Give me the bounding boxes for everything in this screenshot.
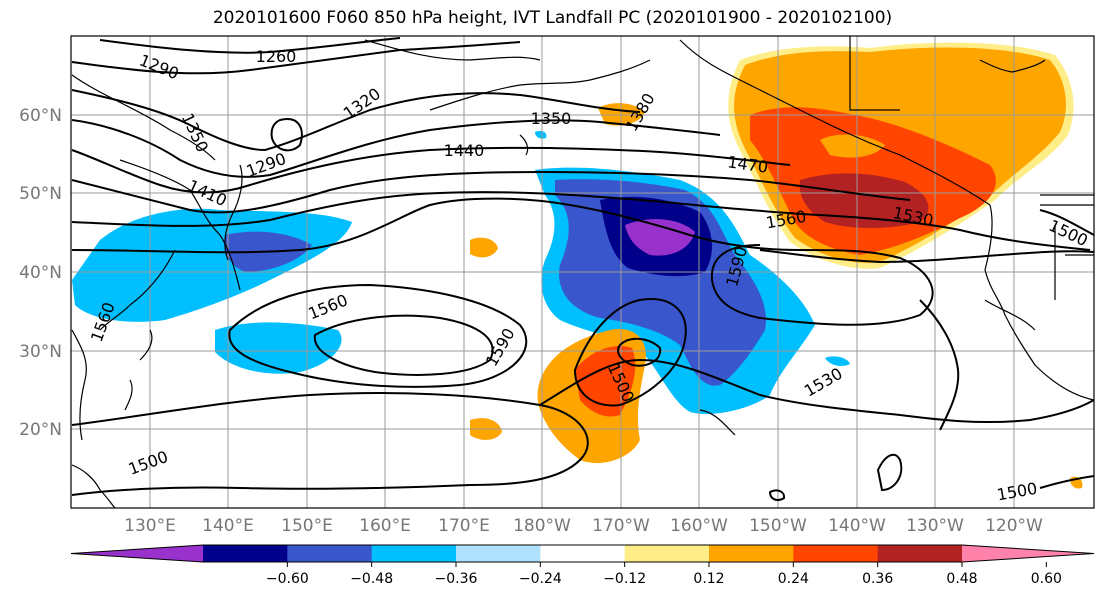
colorbar-outline [70,544,1095,563]
colorbar-tick-label: 0.24 [778,571,809,587]
colorbar-bin [203,545,288,562]
colorbar-extend-high [962,545,1094,562]
lon-label: 170°W [592,516,650,536]
lon-label: 120°W [985,516,1043,536]
colorbar-bin [793,545,879,562]
lat-label: 40°N [19,263,62,283]
height-contours [71,37,1094,501]
colorbar-bin [877,545,963,562]
colorbar-bin [624,545,710,562]
lon-label: 150°W [749,516,807,536]
colorbar-extend-low [71,545,203,562]
colorbar-bin [456,545,541,562]
ivt-negative-shading [72,130,850,415]
lon-label: 150°E [281,516,333,536]
coastlines [71,36,1094,508]
map-border [70,35,1095,509]
lon-label: 130°W [906,516,964,536]
colorbar-tick-label: −0.36 [435,571,478,587]
lon-label: 180°W [513,516,571,536]
colorbar: −0.60 −0.48 −0.36 −0.24 −0.12 0.12 0.24 0.36 0.4… [70,544,1095,587]
colorbar-tick-label: 0.12 [693,571,724,587]
lon-label: 130°E [124,516,176,536]
colorbar-tick-label: 0.48 [946,571,977,587]
colorbar-bin [287,545,373,562]
colorbar-tick-label: −0.24 [519,571,562,587]
longitude-labels: 130°E 140°E 150°E 160°E 170°E 180°W 170°… [124,516,1043,536]
lon-label: 160°W [670,516,728,536]
lon-label: 170°E [438,516,490,536]
contour-label: 1260 [256,47,297,66]
colorbar-tick-label: 0.36 [862,571,893,587]
colorbar-tick-label: 0.60 [1031,571,1062,587]
lon-label: 140°W [828,516,886,536]
colorbar-bin [540,545,626,562]
lon-label: 160°E [359,516,411,536]
colorbar-tick-label: −0.12 [603,571,646,587]
lat-label: 30°N [19,342,62,362]
colorbar-tick-label: −0.48 [350,571,393,587]
lat-label: 60°N [19,106,62,126]
colorbar-tick-label: −0.60 [266,571,309,587]
colorbar-bin [709,545,794,562]
colorbar-bin [371,545,457,562]
contour-label: 1350 [531,109,572,128]
map-title: 2020101600 F060 850 hPa height, IVT Land… [212,8,893,28]
lat-label: 20°N [19,420,62,440]
lat-label: 50°N [19,184,62,204]
latitude-labels: 60°N 50°N 40°N 30°N 20°N [19,106,62,440]
contour-label: 1440 [444,141,485,160]
lon-label: 140°E [202,516,254,536]
